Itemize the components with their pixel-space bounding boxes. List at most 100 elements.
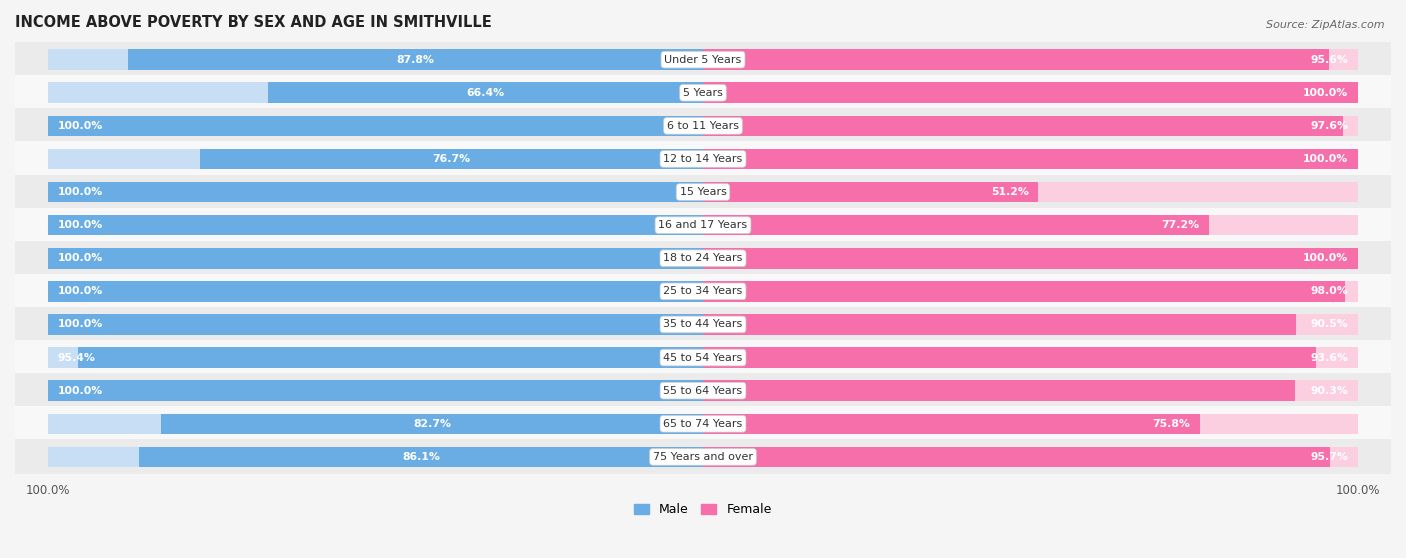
Bar <box>703 49 1358 70</box>
Text: 90.3%: 90.3% <box>1310 386 1348 396</box>
Text: 82.7%: 82.7% <box>413 418 451 429</box>
Bar <box>703 116 1343 136</box>
Legend: Male, Female: Male, Female <box>634 503 772 516</box>
Bar <box>703 182 1039 203</box>
Bar <box>703 148 1358 169</box>
Text: Source: ZipAtlas.com: Source: ZipAtlas.com <box>1267 20 1385 30</box>
Text: 16 and 17 Years: 16 and 17 Years <box>658 220 748 230</box>
Bar <box>48 314 703 335</box>
Bar <box>703 281 1346 302</box>
Bar <box>48 182 703 203</box>
Bar <box>703 182 1358 203</box>
Text: 55 to 64 Years: 55 to 64 Years <box>664 386 742 396</box>
Bar <box>162 413 703 434</box>
Text: INCOME ABOVE POVERTY BY SEX AND AGE IN SMITHVILLE: INCOME ABOVE POVERTY BY SEX AND AGE IN S… <box>15 15 492 30</box>
Bar <box>15 274 1391 309</box>
Text: 45 to 54 Years: 45 to 54 Years <box>664 353 742 363</box>
Bar <box>703 381 1295 401</box>
Text: Under 5 Years: Under 5 Years <box>665 55 741 65</box>
Bar <box>48 116 703 136</box>
Bar <box>15 406 1391 441</box>
Bar <box>15 307 1391 342</box>
Bar <box>15 75 1391 110</box>
Bar <box>48 314 703 335</box>
Text: 98.0%: 98.0% <box>1310 286 1348 296</box>
Bar <box>703 215 1209 235</box>
Text: 100.0%: 100.0% <box>58 319 103 329</box>
Text: 95.7%: 95.7% <box>1310 452 1348 462</box>
Text: 5 Years: 5 Years <box>683 88 723 98</box>
Bar <box>703 413 1199 434</box>
Bar <box>703 281 1358 302</box>
Bar <box>703 314 1296 335</box>
Text: 35 to 44 Years: 35 to 44 Years <box>664 319 742 329</box>
Text: 77.2%: 77.2% <box>1161 220 1199 230</box>
Bar <box>15 108 1391 143</box>
Bar <box>15 373 1391 408</box>
Bar <box>48 248 703 268</box>
Text: 25 to 34 Years: 25 to 34 Years <box>664 286 742 296</box>
Text: 76.7%: 76.7% <box>433 154 471 164</box>
Bar <box>703 83 1358 103</box>
Bar <box>15 175 1391 209</box>
Bar <box>15 241 1391 276</box>
Bar <box>703 49 1330 70</box>
Bar <box>703 347 1316 368</box>
Bar <box>703 215 1358 235</box>
Bar <box>15 439 1391 474</box>
Bar <box>703 116 1358 136</box>
Text: 75 Years and over: 75 Years and over <box>652 452 754 462</box>
Text: 93.6%: 93.6% <box>1310 353 1348 363</box>
Bar <box>15 142 1391 176</box>
Text: 12 to 14 Years: 12 to 14 Years <box>664 154 742 164</box>
Bar <box>77 347 703 368</box>
Bar <box>703 381 1358 401</box>
Text: 75.8%: 75.8% <box>1152 418 1189 429</box>
Bar <box>703 347 1358 368</box>
Text: 15 Years: 15 Years <box>679 187 727 197</box>
Bar <box>703 248 1358 268</box>
Text: 100.0%: 100.0% <box>58 220 103 230</box>
Bar <box>48 381 703 401</box>
Bar <box>48 49 703 70</box>
Bar <box>48 381 703 401</box>
Text: 65 to 74 Years: 65 to 74 Years <box>664 418 742 429</box>
Bar <box>48 281 703 302</box>
Text: 100.0%: 100.0% <box>58 386 103 396</box>
Text: 95.6%: 95.6% <box>1310 55 1348 65</box>
Bar <box>48 413 703 434</box>
Text: 100.0%: 100.0% <box>1303 154 1348 164</box>
Text: 95.4%: 95.4% <box>58 353 96 363</box>
Bar <box>15 340 1391 375</box>
Text: 97.6%: 97.6% <box>1310 121 1348 131</box>
Bar <box>15 42 1391 77</box>
Bar <box>703 248 1358 268</box>
Bar <box>139 446 703 467</box>
Bar <box>703 148 1358 169</box>
Bar <box>703 446 1330 467</box>
Bar <box>48 148 703 169</box>
Bar <box>48 248 703 268</box>
Text: 51.2%: 51.2% <box>991 187 1029 197</box>
Text: 100.0%: 100.0% <box>58 253 103 263</box>
Bar <box>15 208 1391 243</box>
Text: 87.8%: 87.8% <box>396 55 434 65</box>
Text: 66.4%: 66.4% <box>467 88 505 98</box>
Text: 100.0%: 100.0% <box>1303 253 1348 263</box>
Text: 18 to 24 Years: 18 to 24 Years <box>664 253 742 263</box>
Text: 6 to 11 Years: 6 to 11 Years <box>666 121 740 131</box>
Text: 100.0%: 100.0% <box>58 187 103 197</box>
Text: 90.5%: 90.5% <box>1310 319 1348 329</box>
Bar <box>48 83 703 103</box>
Bar <box>48 182 703 203</box>
Bar <box>48 215 703 235</box>
Text: 100.0%: 100.0% <box>58 286 103 296</box>
Bar <box>48 116 703 136</box>
Text: 86.1%: 86.1% <box>402 452 440 462</box>
Bar <box>703 83 1358 103</box>
Bar <box>48 281 703 302</box>
Text: 100.0%: 100.0% <box>58 121 103 131</box>
Bar <box>48 347 703 368</box>
Bar <box>703 413 1358 434</box>
Bar <box>48 215 703 235</box>
